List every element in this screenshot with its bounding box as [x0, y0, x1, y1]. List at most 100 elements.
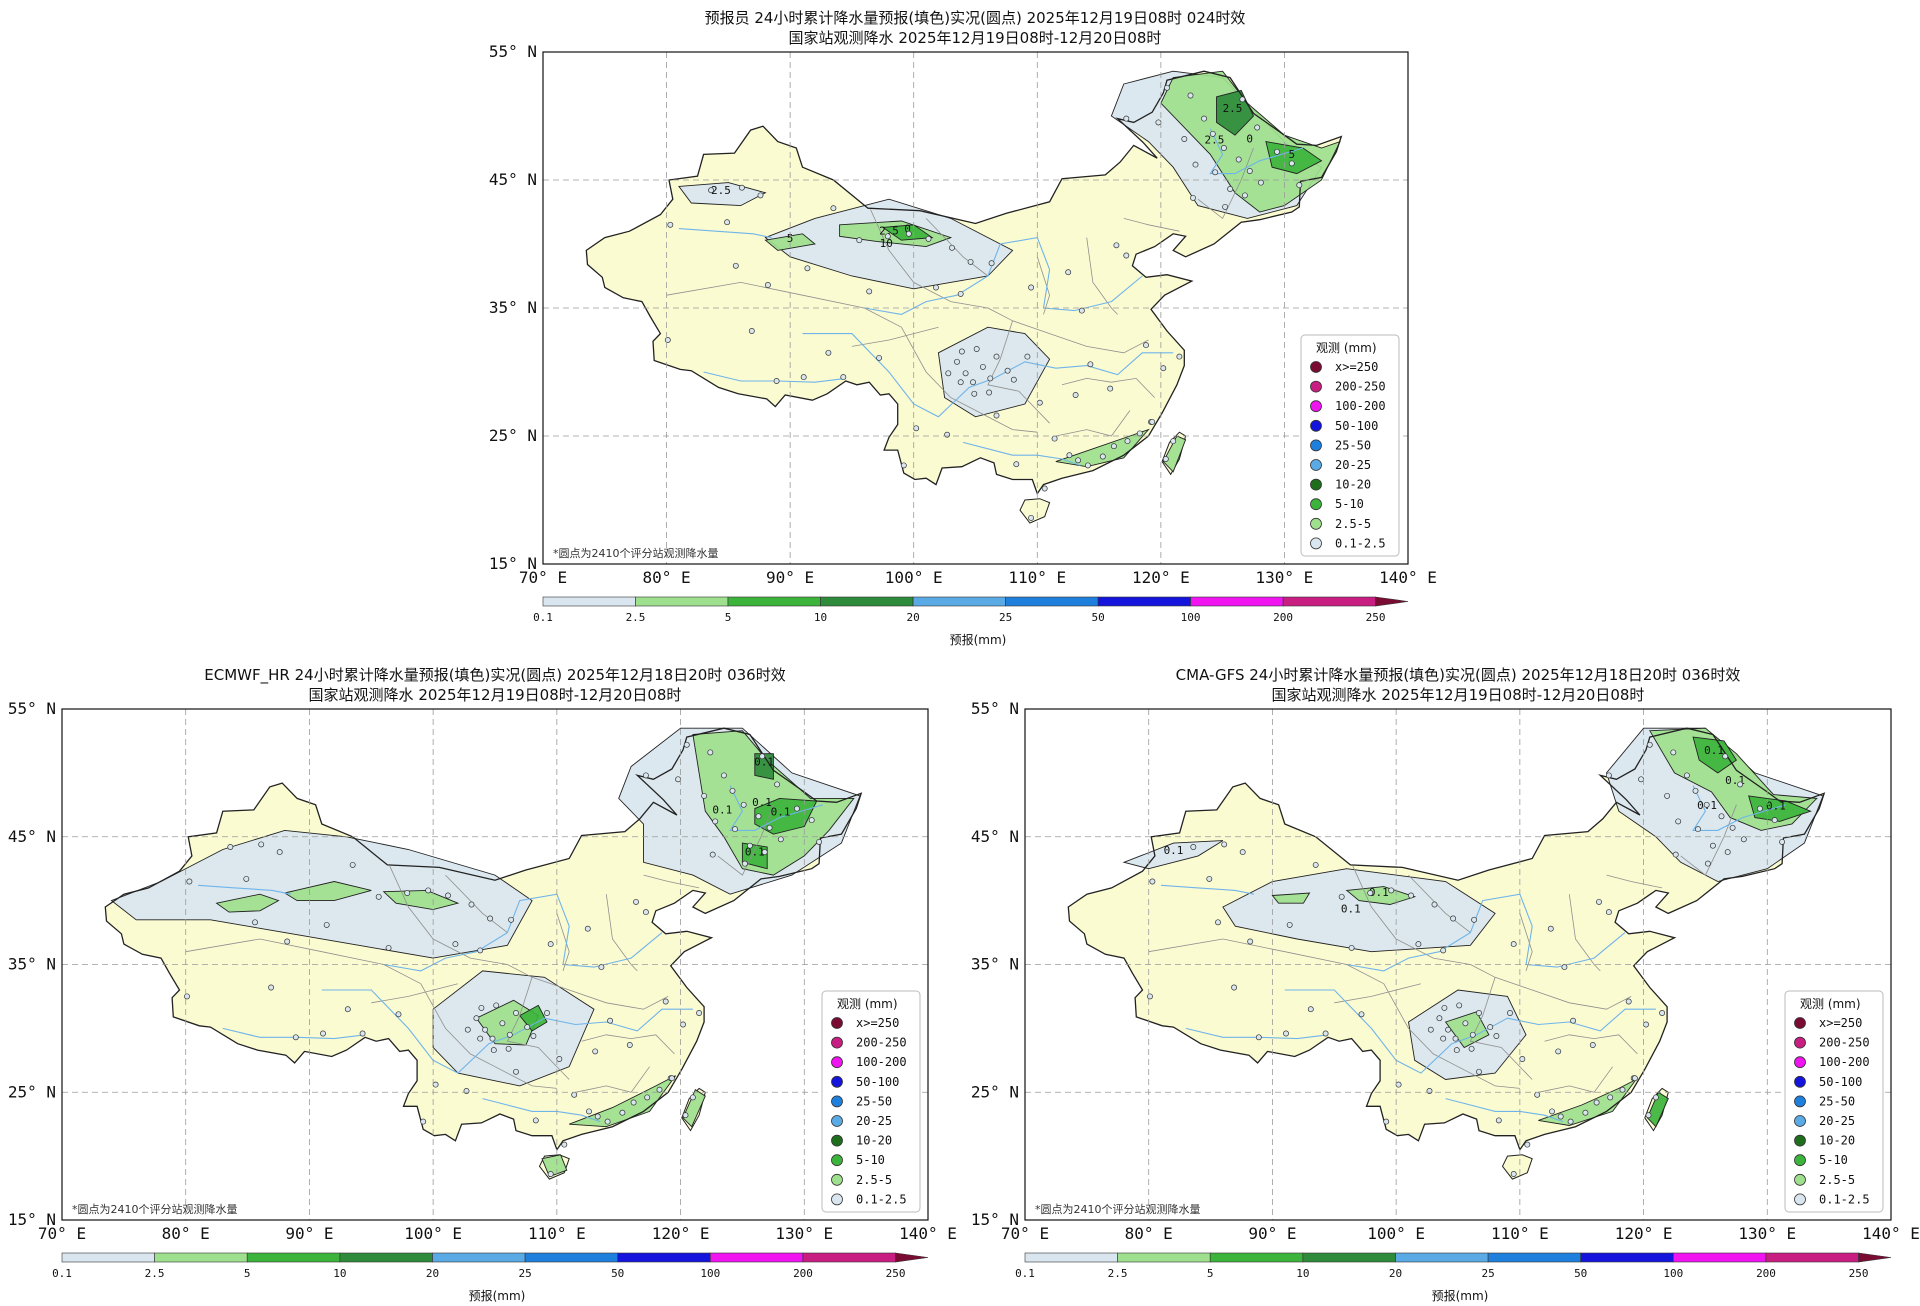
- map-frame: [542, 51, 1409, 565]
- station-dot: [1476, 1068, 1482, 1075]
- legend-label: 0.1-2.5: [1819, 1192, 1870, 1206]
- legend-marker: [1310, 459, 1322, 471]
- station-dot: [1471, 916, 1478, 923]
- station-dot: [1162, 456, 1169, 462]
- colorbar-segment: [1097, 596, 1191, 607]
- river: [1161, 884, 1255, 895]
- legend-marker: [1310, 498, 1322, 511]
- station-dot: [1487, 1024, 1494, 1031]
- station-dot: [1123, 252, 1130, 259]
- station-dot: [268, 984, 275, 991]
- station-dot: [1254, 124, 1261, 131]
- contour-label: 0.1: [754, 756, 774, 769]
- forecast-colorbar: 0.1 2.5 5 10 20 25 50 100 200 250: [1015, 1252, 1892, 1280]
- station-dot: [1164, 84, 1170, 91]
- forecast-colorbar: 0.1 2.5 5 10 20 25 50 100 200 250: [533, 596, 1409, 624]
- station-dot: [764, 282, 771, 288]
- colorbar-segment: [709, 1252, 804, 1263]
- station-dot: [1231, 984, 1238, 991]
- province-boundary: [185, 938, 421, 985]
- station-dot: [708, 187, 715, 194]
- station-dot: [1589, 1042, 1596, 1048]
- station-dot: [740, 801, 747, 808]
- station-dot: [709, 851, 716, 858]
- station-dot: [1041, 485, 1048, 492]
- forecast-precip-region: [541, 1154, 568, 1178]
- panel-title-line2: 国家站观测降水 2025年12月19日08时-12月20日08时: [309, 686, 682, 704]
- station-dot: [741, 860, 748, 867]
- station-dot: [1495, 1117, 1502, 1124]
- station-dot: [1408, 892, 1414, 899]
- river: [1284, 989, 1656, 1074]
- station-dot: [292, 1034, 299, 1041]
- station-dot: [1695, 826, 1701, 833]
- x-tick-label: 90° E: [1248, 1224, 1296, 1243]
- colorbar-label: 预报(mm): [469, 1288, 526, 1303]
- station-dot: [1427, 1026, 1434, 1033]
- panel-title-line2: 国家站观测降水 2025年12月19日08时-12月20日08时: [1272, 686, 1645, 704]
- station-dot: [1220, 145, 1227, 151]
- colorbar-tick-label: 2.5: [145, 1267, 165, 1280]
- contour-label: 0.1: [752, 796, 772, 809]
- station-dot: [1659, 1010, 1666, 1016]
- station-dot: [1288, 160, 1295, 167]
- station-dot: [993, 412, 1000, 419]
- station-dot: [1072, 392, 1079, 398]
- station-dot: [662, 998, 669, 1005]
- station-dot: [359, 1030, 366, 1037]
- station-dot: [1348, 944, 1355, 951]
- station-dot: [1246, 168, 1253, 174]
- station-dot: [988, 260, 995, 267]
- river: [198, 884, 292, 895]
- x-tick-label: 120° E: [1615, 1224, 1673, 1243]
- river: [678, 228, 772, 239]
- x-tick-label: 110° E: [1008, 568, 1066, 587]
- province-boundary: [1568, 894, 1601, 972]
- colorbar-segment: [1580, 1252, 1674, 1263]
- forecast-precip-region: [1692, 736, 1738, 774]
- station-dot: [680, 1021, 686, 1028]
- station-dot: [227, 844, 234, 850]
- station-dot: [732, 826, 738, 833]
- y-tick-label: 55° N: [971, 699, 1019, 718]
- colorbar-segment: [727, 596, 821, 607]
- station-dot: [186, 878, 193, 885]
- station-dot: [1107, 385, 1114, 392]
- colorbar-segment: [1302, 1252, 1396, 1263]
- station-dot: [1440, 947, 1447, 954]
- forecast-precip-region: [1345, 886, 1417, 905]
- station-dot: [1436, 1015, 1443, 1022]
- colorbar-segment: [61, 1252, 155, 1263]
- station-dot: [1143, 342, 1149, 349]
- station-dot: [957, 290, 964, 297]
- station-dot: [395, 1011, 402, 1018]
- province-boundary: [1086, 237, 1118, 315]
- legend-marker: [831, 1056, 843, 1069]
- gridlines: [62, 709, 928, 1220]
- station-dot: [1756, 805, 1763, 812]
- station-dot: [1605, 909, 1612, 916]
- station-dot: [1724, 849, 1731, 856]
- x-tick-label: 140° E: [1379, 568, 1437, 587]
- station-dot: [1190, 844, 1197, 850]
- station-dot: [738, 184, 745, 191]
- station-dot: [1192, 161, 1199, 168]
- y-tick-label: 15° N: [971, 1210, 1019, 1229]
- station-dot: [761, 849, 768, 856]
- y-tick-label: 25° N: [971, 1082, 1019, 1101]
- station-dot: [1084, 462, 1091, 469]
- station-dot: [1456, 1002, 1463, 1009]
- contour-label: 0: [904, 223, 911, 236]
- station-dot: [604, 1118, 611, 1125]
- national-border: [585, 70, 1343, 496]
- colorbar-segment: [1005, 596, 1099, 607]
- station-dot: [1704, 860, 1711, 867]
- station-dot: [375, 893, 382, 900]
- station-dot: [1709, 842, 1716, 849]
- contour-label: 5: [1288, 148, 1295, 161]
- colorbar-tick-label: 50: [1091, 611, 1104, 624]
- station-dot: [1201, 115, 1208, 122]
- province-boundary: [901, 327, 1038, 433]
- station-dot: [644, 1094, 651, 1101]
- colorbar-tick-label: 250: [1849, 1267, 1869, 1280]
